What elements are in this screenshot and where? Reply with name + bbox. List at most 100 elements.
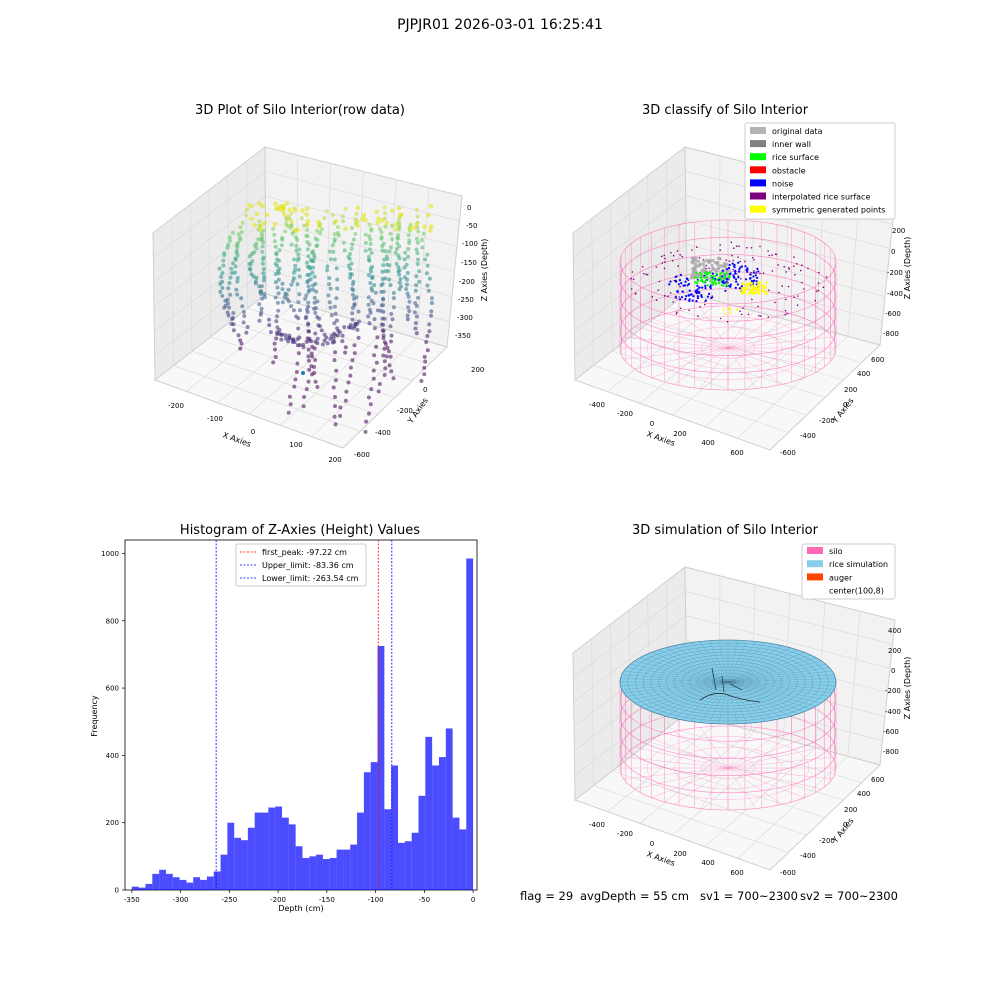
symmetric-point	[723, 312, 726, 315]
raw-point	[231, 322, 236, 327]
raw-point	[332, 321, 337, 326]
raw-point	[429, 309, 434, 314]
interpolated-point	[735, 245, 738, 247]
raw-point	[351, 237, 356, 242]
raw-point	[344, 389, 349, 394]
raw-point	[307, 272, 312, 277]
interpolated-point	[801, 281, 803, 284]
raw-point	[277, 266, 282, 271]
noise-point	[687, 282, 691, 286]
noise-point	[752, 271, 756, 274]
raw-point	[374, 344, 379, 349]
interpolated-point	[740, 278, 742, 280]
noise-point	[681, 290, 684, 293]
raw-point	[293, 263, 298, 268]
legend-swatch	[750, 179, 766, 187]
raw-point	[274, 336, 279, 341]
interpolated-point	[793, 296, 795, 299]
original-point	[723, 265, 728, 269]
interpolated-point	[725, 259, 727, 262]
classify-ztick: -200	[887, 269, 903, 277]
raw-point	[349, 246, 354, 251]
raw-ytick: -200	[397, 407, 413, 415]
raw-point	[422, 372, 427, 377]
raw-point	[422, 224, 427, 229]
rice-mesh-spoke	[621, 674, 729, 683]
raw-point	[248, 262, 253, 267]
raw-point	[338, 413, 343, 418]
rice-mesh-spoke	[727, 660, 822, 683]
rice-mesh-spoke	[639, 657, 729, 683]
raw-point	[405, 313, 410, 318]
original-point	[697, 264, 701, 268]
rice-mesh-spoke	[623, 681, 729, 694]
rice-surface-point	[706, 284, 709, 287]
raw-point	[343, 398, 348, 403]
raw-point	[406, 254, 410, 259]
raw-point	[414, 237, 419, 241]
raw-point	[366, 254, 371, 259]
interpolated-point	[774, 301, 776, 304]
raw-point	[386, 349, 391, 354]
raw-point	[330, 243, 335, 248]
raw-point	[327, 282, 332, 287]
rice-surface-point	[700, 276, 703, 279]
raw-point	[259, 306, 264, 311]
raw-point	[260, 257, 265, 262]
raw-point	[284, 201, 290, 206]
noise-point	[710, 296, 713, 299]
raw-point	[260, 250, 265, 254]
raw-point	[273, 295, 278, 300]
raw-point	[332, 237, 337, 242]
histogram-bar	[343, 849, 351, 890]
raw-point	[313, 236, 318, 241]
interpolated-point	[698, 257, 701, 259]
raw-point	[379, 218, 385, 223]
rice-surface-point	[711, 281, 714, 284]
rice-mesh-spoke	[630, 681, 729, 700]
raw-point	[342, 248, 347, 253]
interpolated-point	[742, 307, 744, 310]
raw-point	[306, 254, 311, 259]
raw-point	[333, 218, 339, 224]
noise-point	[722, 281, 725, 284]
interpolated-point	[753, 259, 755, 261]
rice-surface-point	[702, 280, 705, 283]
raw-point	[305, 227, 310, 232]
raw-point	[273, 244, 278, 249]
interpolated-point	[681, 255, 684, 258]
raw-point	[279, 243, 284, 248]
rice-surface-point	[726, 284, 729, 288]
rice-surface-point	[715, 272, 718, 275]
y-tick-label: 1000	[101, 550, 119, 558]
interpolated-point	[814, 299, 817, 302]
raw-point	[363, 217, 368, 223]
raw-point	[277, 328, 282, 332]
classify-ytick: 0	[843, 401, 847, 409]
noise-point	[745, 269, 748, 272]
raw-point	[315, 336, 320, 341]
rice-mesh-spoke	[626, 667, 729, 683]
raw-point	[221, 258, 226, 263]
rice-surface-point	[696, 276, 699, 279]
interpolated-point	[719, 244, 721, 246]
interpolated-point	[651, 296, 654, 298]
simulation-ztick: -200	[885, 687, 901, 695]
raw-point	[277, 207, 282, 212]
rice-mesh-spoke	[709, 681, 729, 724]
raw-point	[361, 212, 367, 218]
raw-point	[413, 288, 418, 293]
rice-surface-point	[703, 276, 706, 279]
classify-ytick: -200	[819, 417, 835, 425]
original-point	[694, 259, 698, 263]
noise-point	[746, 270, 749, 273]
raw-point	[275, 263, 279, 268]
raw-point	[335, 277, 340, 282]
noise-point	[688, 299, 691, 302]
interpolated-point	[733, 247, 735, 249]
noise-point	[737, 276, 740, 279]
interpolated-point	[774, 253, 777, 255]
raw-point	[414, 314, 419, 319]
histogram-bar	[138, 887, 146, 890]
